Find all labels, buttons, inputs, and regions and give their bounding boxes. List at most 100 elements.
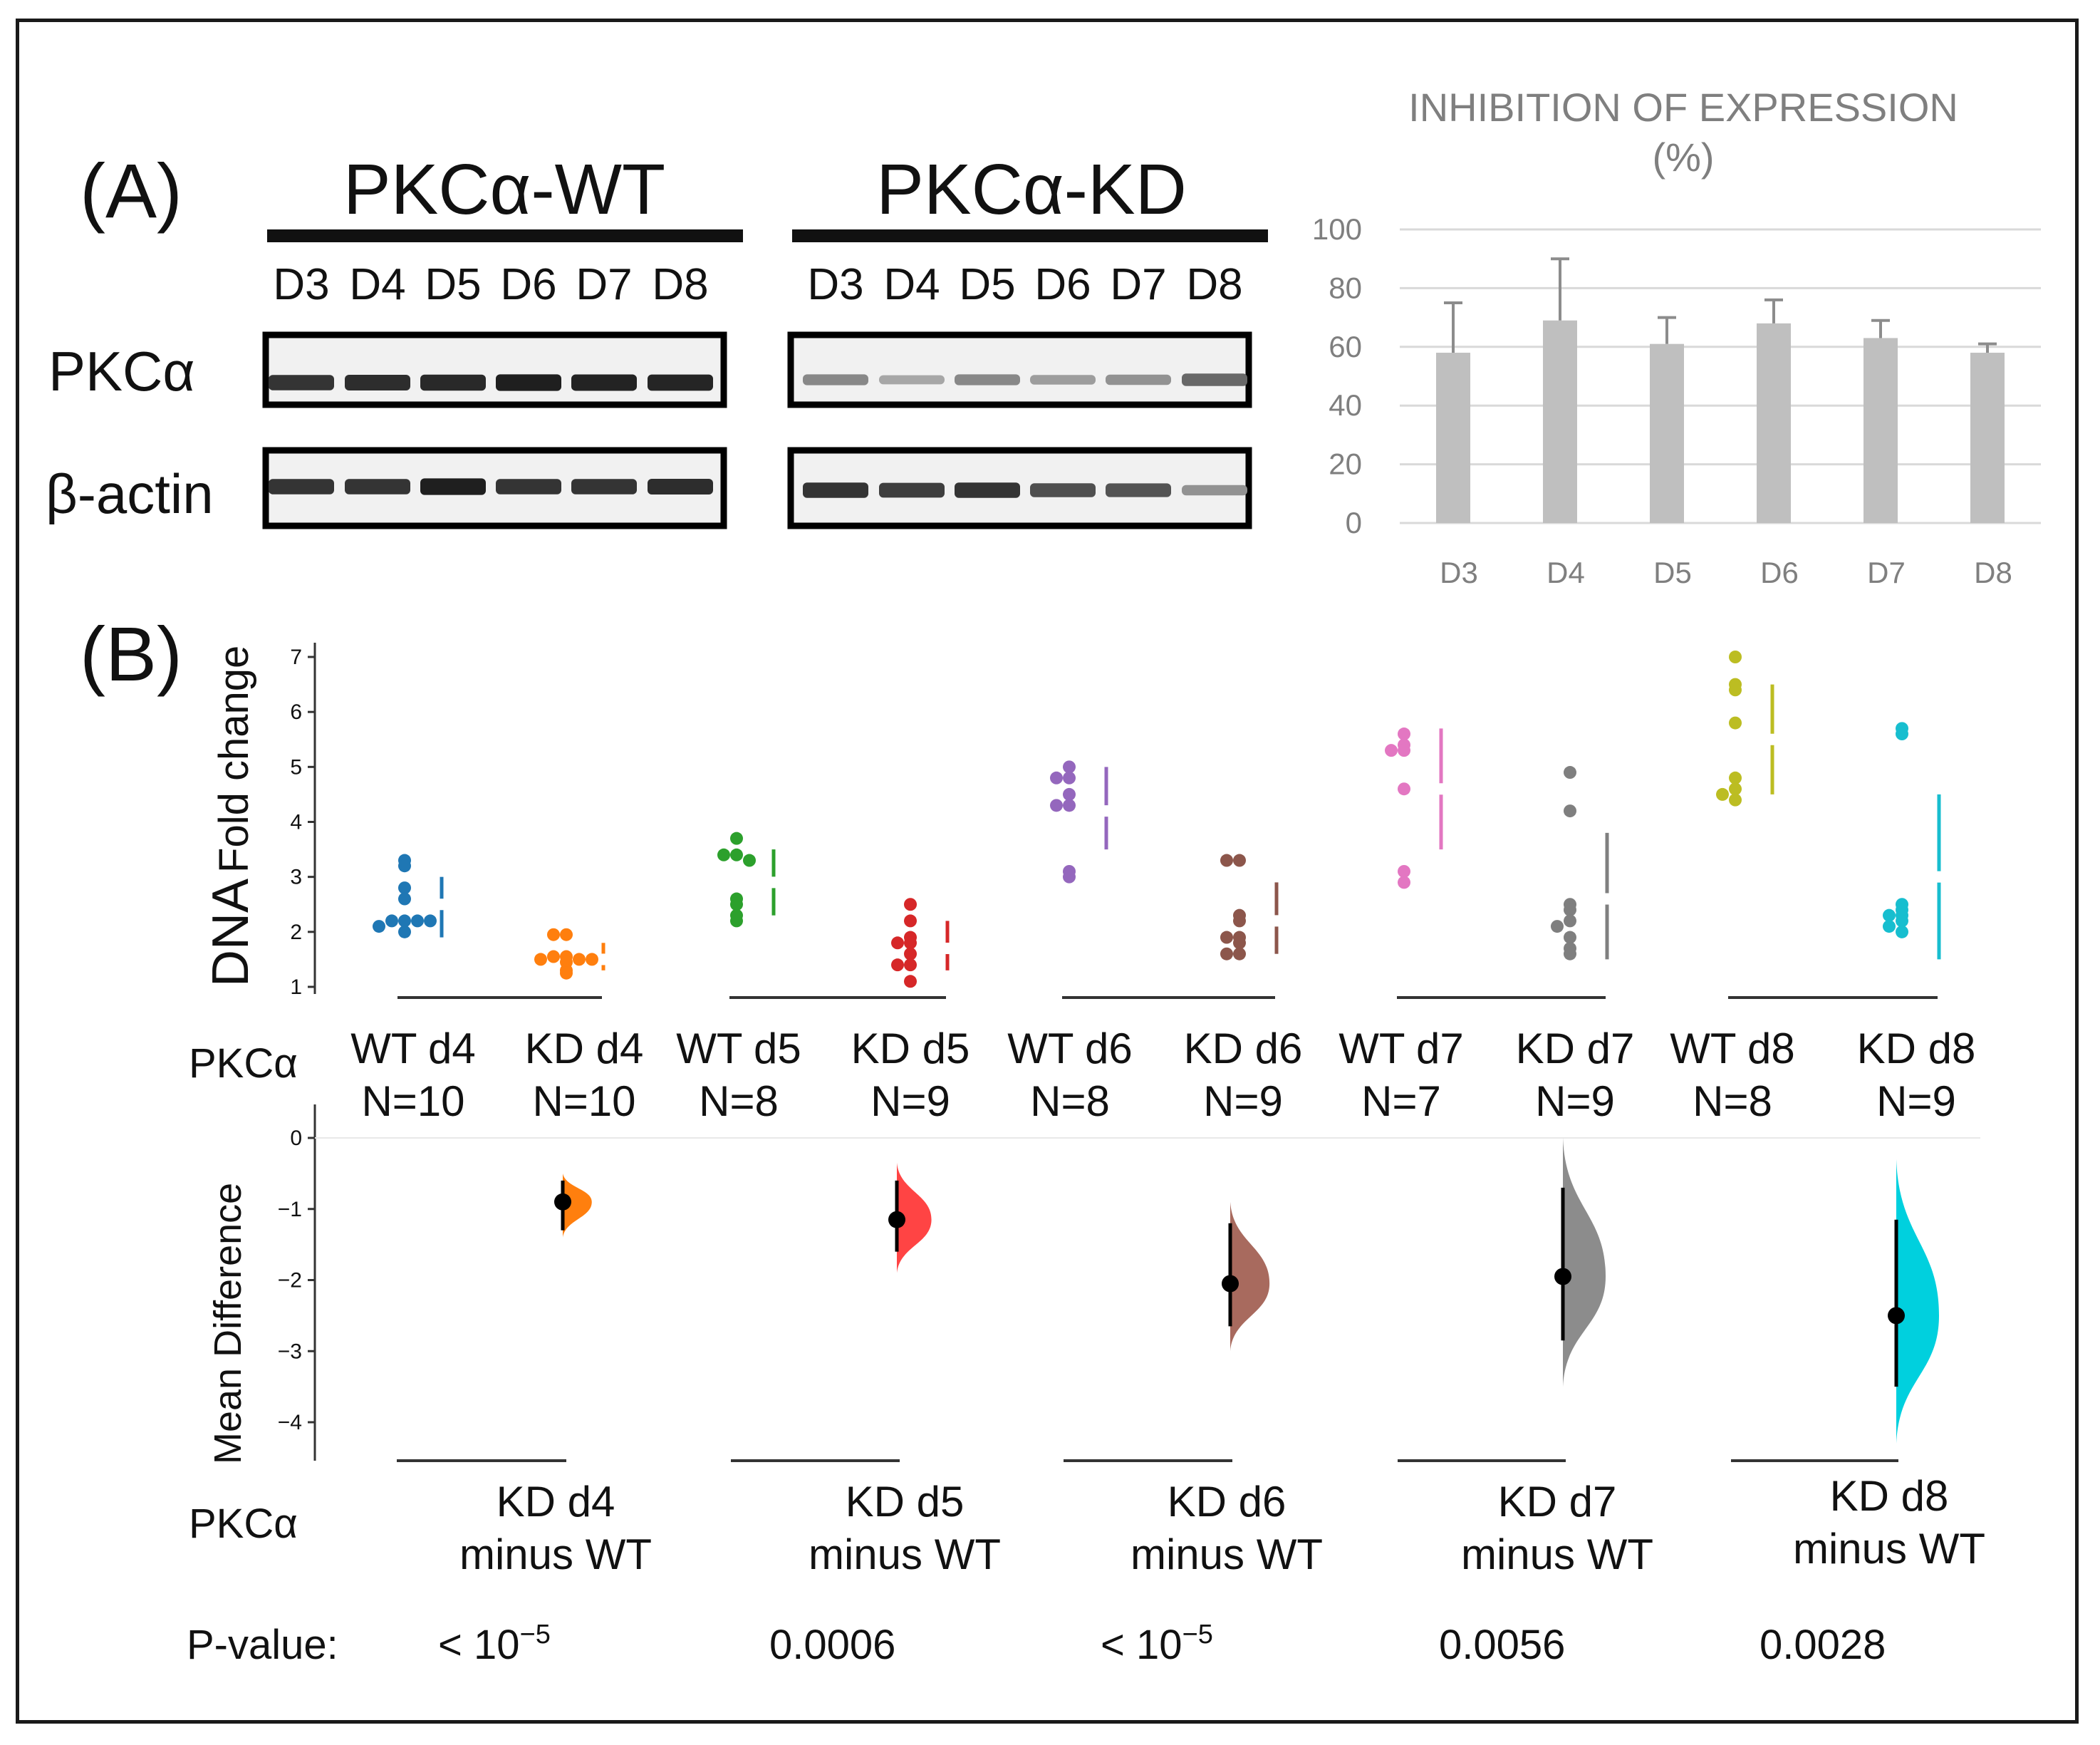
inhibition-bar-chart: INHIBITION OF EXPRESSION (%) 0 20 40 60 80 10…	[1312, 85, 2041, 589]
kd-pkca-blot-band	[803, 374, 868, 385]
swarm-group-wt-d4	[373, 854, 444, 938]
swarm-point	[1398, 876, 1410, 889]
swarm-point	[891, 958, 904, 972]
bar-y-tick: 80	[1329, 271, 1362, 304]
swarm-point	[1564, 914, 1576, 928]
swarm-group-kd-d6	[1220, 854, 1279, 960]
md-mean-point	[1222, 1275, 1239, 1293]
bar-D7	[1864, 338, 1898, 523]
pvalue-4: 0.0056	[1439, 1622, 1565, 1668]
group-name-label: WT d7	[1339, 1025, 1464, 1072]
swarm-point	[560, 966, 573, 980]
swarm-point	[398, 859, 411, 873]
bar-D3	[1436, 353, 1470, 523]
swarm-point	[1729, 683, 1742, 697]
wt-day-label: D3	[273, 260, 329, 309]
swarm-point	[398, 925, 411, 938]
bar-D8	[1970, 353, 2005, 523]
pvalue-5: 0.0028	[1759, 1622, 1886, 1668]
swarm-point	[1063, 799, 1076, 812]
panel-a-western-blot: (A) PKCα-WT PKCα-KD D3 D3 D4 D4 D5 D5 D6 D6 D7 D7…	[46, 147, 1268, 529]
bar-y-tick: 20	[1329, 447, 1362, 481]
wt-pkca-blot-band	[648, 374, 713, 391]
swarm-point	[730, 914, 743, 928]
kd-day-label: D6	[1034, 260, 1091, 309]
group-n-label: N=10	[532, 1077, 635, 1125]
md-row-label: PKCα	[189, 1501, 298, 1547]
swarm-point	[1564, 947, 1576, 960]
wt-actin-blot-band	[269, 479, 334, 494]
swarm-point	[1896, 727, 1908, 741]
wt-actin-blot-band	[648, 478, 713, 495]
kd-group-underline	[792, 229, 1268, 242]
kd-actin-blot-band	[955, 482, 1020, 498]
swarm-point	[904, 958, 917, 972]
kd-pkca-blot-band	[1030, 375, 1096, 385]
md-mean-point	[1554, 1268, 1571, 1285]
wt-actin-blot	[262, 447, 727, 529]
bar-D6	[1757, 323, 1791, 523]
kd-pkca-blot-band	[1106, 374, 1171, 385]
md-tick-label: −3	[278, 1340, 302, 1363]
group-name-label: KD d8	[1857, 1025, 1976, 1072]
group-name-label: WT d4	[350, 1025, 476, 1072]
swarm-point	[398, 914, 411, 928]
swarm-point	[411, 914, 424, 928]
swarm-point	[534, 953, 547, 966]
swarm-point	[1896, 925, 1908, 938]
swarm-point	[1398, 727, 1410, 741]
md-tick-label: −4	[278, 1411, 302, 1434]
swarm-ylabel-small: Fold change	[211, 646, 257, 873]
swarm-point	[1233, 914, 1246, 928]
swarm-point	[904, 936, 917, 950]
swarm-point	[1564, 766, 1576, 780]
swarm-point	[1050, 799, 1063, 812]
bar-chart-grid: 0 20 40 60 80 100	[1312, 212, 2041, 539]
panel-b-swarm-plot: (B) DNA Fold change 1 2 3 4 5 6 7 PKCα WT d4 N=1…	[80, 611, 1975, 1125]
swarm-point	[904, 898, 917, 911]
swarm-point	[1220, 854, 1233, 867]
kd-pkca-blot-band	[1182, 373, 1247, 386]
swarm-point	[560, 928, 573, 941]
swarm-group-wt-d8	[1716, 651, 1774, 807]
md-comparison-3	[1222, 1201, 1270, 1352]
swarm-point	[1716, 787, 1729, 801]
wt-group-underline	[267, 229, 743, 242]
wt-pkca-blot	[262, 331, 727, 408]
wt-pkca-blot-band	[496, 374, 561, 391]
md-distribution	[1896, 1159, 1939, 1444]
swarm-point	[1883, 908, 1896, 922]
swarm-point	[891, 936, 904, 950]
md-label-line1: KD d7	[1498, 1478, 1617, 1526]
wt-actin-blot-band	[345, 479, 410, 494]
bar-x-tick: D8	[1974, 556, 2012, 589]
swarm-point	[1220, 947, 1233, 960]
swarm-point	[1729, 716, 1742, 730]
swarm-group-wt-d7	[1385, 727, 1443, 889]
swarm-point	[1896, 914, 1908, 928]
swarm-y-axis: 1 2 3 4 5 6 7	[290, 643, 316, 999]
swarm-tick-label: 5	[290, 755, 302, 779]
swarm-point	[904, 914, 917, 928]
md-mean-point	[554, 1193, 571, 1211]
swarm-group-kd-d8	[1883, 722, 1941, 960]
figure-frame	[16, 19, 2079, 1724]
group-name-label: KD d6	[1184, 1025, 1303, 1072]
swarm-point	[1063, 870, 1076, 884]
swarm-point	[398, 881, 411, 895]
md-y-axis: 0 −1 −2 −3 −4	[278, 1104, 1980, 1461]
bar-chart-subtitle: (%)	[1652, 135, 1714, 180]
wt-actin-blot-band	[420, 478, 486, 495]
swarm-point	[573, 953, 586, 966]
wt-day-label: D4	[349, 260, 405, 309]
md-comparison-2	[888, 1162, 932, 1273]
bar-y-tick: 0	[1346, 506, 1362, 539]
swarm-point	[1564, 804, 1576, 818]
md-y-axis-label: Mean Difference	[207, 1183, 249, 1464]
group-labels: WT d4 N=10 KD d4 N=10 WT d5 N=8 KD d5 N=9 WT d6 N…	[350, 996, 1976, 1125]
wt-group-title: PKCα-WT	[343, 150, 665, 229]
group-n-label: N=9	[1876, 1077, 1956, 1125]
md-label-line2: minus WT	[1130, 1531, 1323, 1578]
swarm-group-wt-d5	[717, 832, 776, 928]
swarm-group-kd-d5	[891, 898, 950, 988]
